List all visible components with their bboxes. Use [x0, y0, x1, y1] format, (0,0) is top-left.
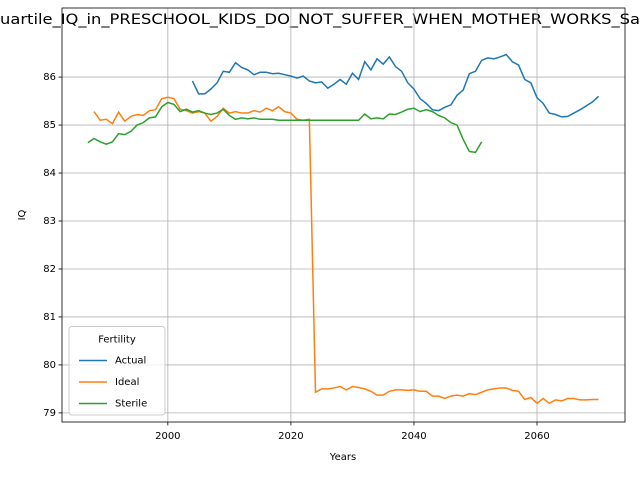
- chart-title: uartile_IQ_in_PRESCHOOL_KIDS_DO_NOT_SUFF…: [0, 12, 640, 28]
- y-tick-label: 81: [43, 312, 56, 323]
- x-tick-label: 2060: [524, 431, 549, 442]
- x-tick-label: 2000: [155, 431, 180, 442]
- y-axis-label: IQ: [17, 209, 28, 220]
- x-tick-label: 2020: [278, 431, 303, 442]
- legend-label: Sterile: [115, 399, 147, 410]
- y-tick-label: 85: [43, 120, 56, 131]
- legend-label: Actual: [115, 356, 146, 367]
- y-tick-label: 86: [43, 72, 56, 83]
- y-tick-label: 83: [43, 216, 56, 227]
- x-tick-label: 2040: [401, 431, 426, 442]
- line-series: [191, 53, 600, 118]
- line-series: [93, 96, 599, 405]
- x-axis-label: Years: [329, 452, 356, 463]
- plot-frame: [61, 7, 626, 423]
- legend-label: Ideal: [115, 377, 139, 388]
- y-tick-label: 79: [43, 408, 56, 419]
- legend-title: Fertility: [98, 335, 136, 346]
- y-tick-label: 82: [43, 264, 56, 275]
- line-series: [87, 101, 483, 154]
- y-tick-label: 80: [43, 360, 56, 371]
- legend-box: [68, 326, 166, 416]
- y-tick-label: 84: [43, 168, 56, 179]
